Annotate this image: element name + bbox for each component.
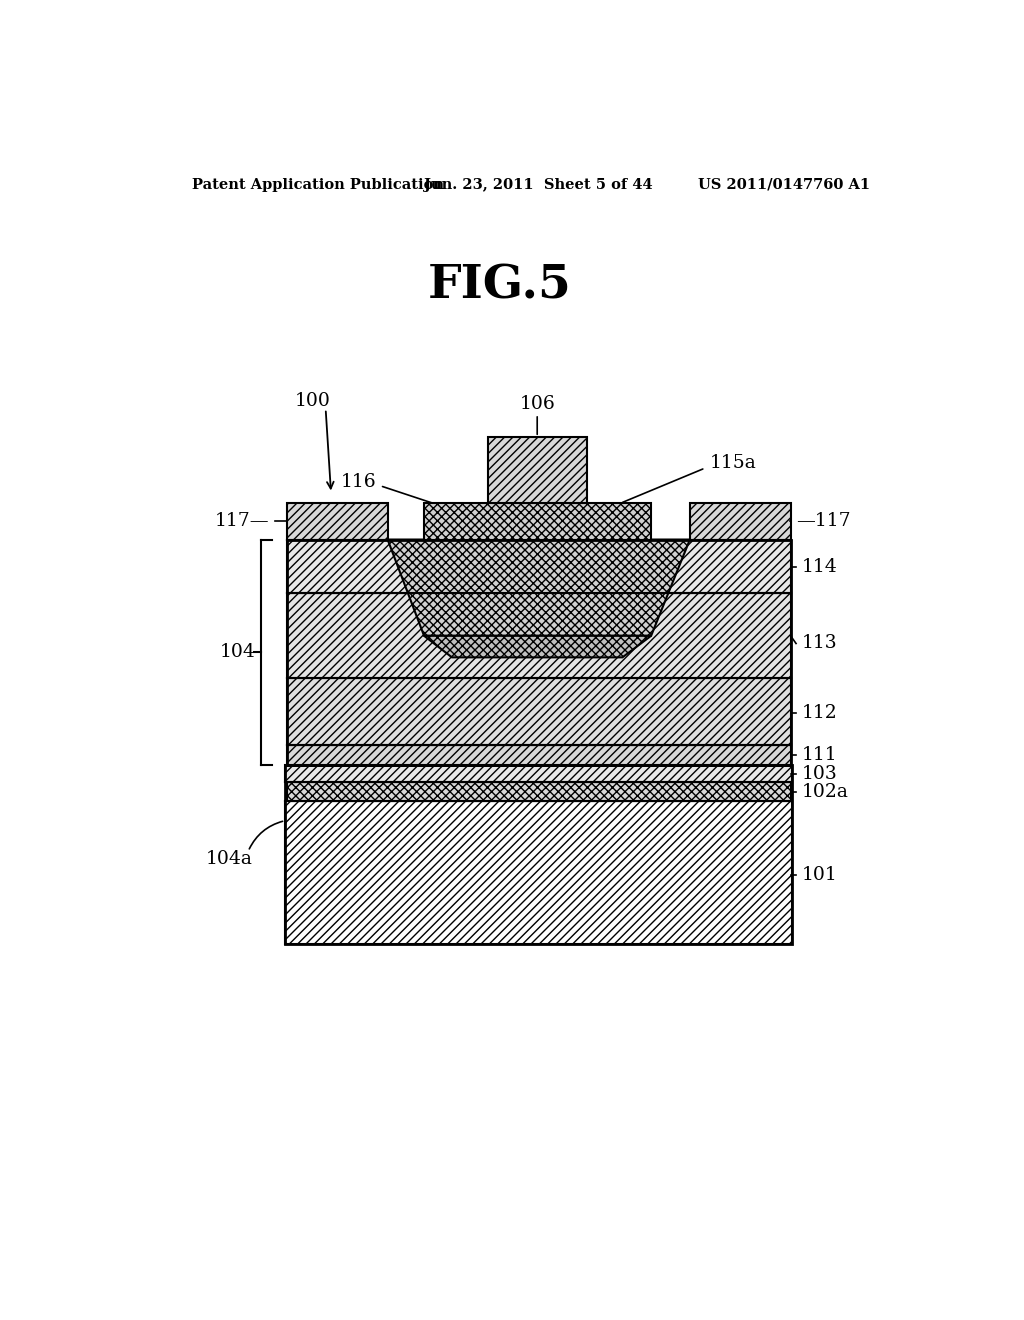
- Polygon shape: [488, 437, 587, 503]
- Text: Patent Application Publication: Patent Application Publication: [191, 178, 443, 191]
- Text: 115a: 115a: [710, 454, 756, 471]
- Polygon shape: [690, 503, 791, 540]
- Polygon shape: [287, 781, 791, 801]
- Polygon shape: [287, 744, 791, 766]
- Polygon shape: [287, 503, 388, 540]
- Text: 117—: 117—: [214, 512, 269, 531]
- Text: 104a: 104a: [206, 850, 252, 869]
- Text: 104: 104: [220, 643, 256, 661]
- Text: 116: 116: [340, 473, 376, 491]
- Polygon shape: [287, 594, 791, 678]
- Text: Jun. 23, 2011  Sheet 5 of 44: Jun. 23, 2011 Sheet 5 of 44: [424, 178, 652, 191]
- Polygon shape: [424, 503, 651, 540]
- Text: 101: 101: [802, 866, 838, 883]
- Polygon shape: [287, 678, 791, 744]
- Text: 114: 114: [802, 557, 838, 576]
- Text: 106: 106: [519, 395, 555, 413]
- Text: 100: 100: [295, 392, 331, 411]
- Text: 102a: 102a: [802, 783, 849, 801]
- Text: 111: 111: [802, 746, 838, 764]
- Polygon shape: [388, 540, 690, 636]
- Text: —117: —117: [796, 512, 851, 531]
- Bar: [287, 540, 791, 766]
- Text: US 2011/0147760 A1: US 2011/0147760 A1: [697, 178, 869, 191]
- Polygon shape: [286, 766, 793, 781]
- Text: FIG.5: FIG.5: [428, 263, 572, 309]
- Text: 103: 103: [802, 764, 838, 783]
- Polygon shape: [424, 636, 651, 657]
- Polygon shape: [287, 540, 791, 594]
- Bar: [286, 766, 793, 944]
- Polygon shape: [286, 801, 793, 944]
- Text: 113: 113: [802, 635, 838, 652]
- Text: 112: 112: [802, 704, 838, 722]
